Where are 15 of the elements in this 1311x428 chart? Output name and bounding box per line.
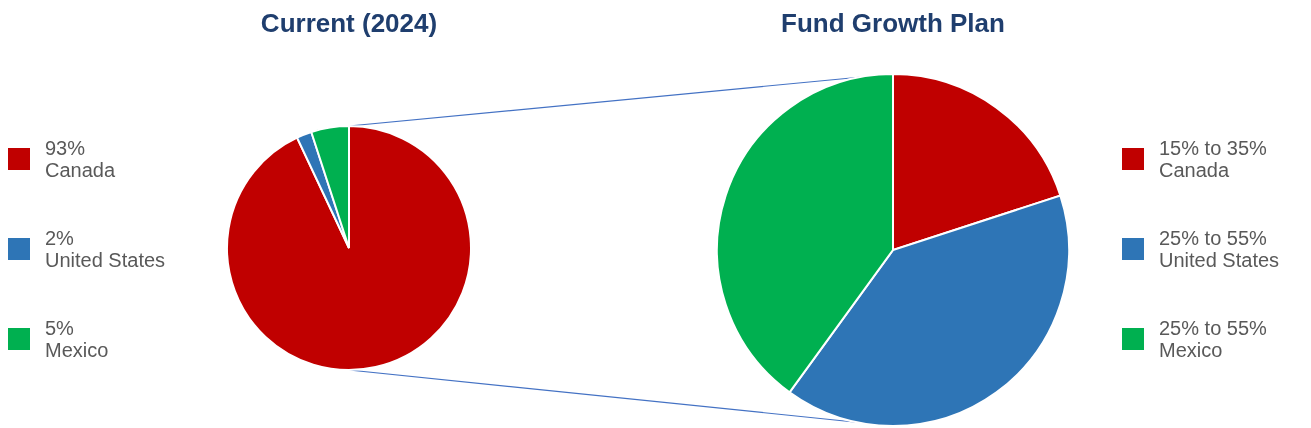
chart-title: Current (2024) — [260, 8, 438, 38]
chart-title: Fund Growth Plan — [781, 8, 1005, 38]
data-label: 2% — [45, 227, 75, 249]
legend-label: Mexico — [45, 339, 109, 361]
legend-label: Mexico — [1159, 339, 1223, 361]
legend-label: Canada — [1159, 159, 1230, 181]
text: 25% to 55% — [1159, 317, 1268, 339]
legend-label: United States — [45, 249, 166, 271]
legend-label: United States — [1159, 249, 1280, 271]
pie-slice — [226, 125, 472, 371]
legend-label: Canada — [45, 159, 116, 181]
data-label: 5% — [45, 317, 75, 339]
text: 15% to 35% — [1159, 137, 1268, 159]
data-label: 93% — [45, 137, 86, 159]
text: 25% to 55% — [1159, 227, 1268, 249]
